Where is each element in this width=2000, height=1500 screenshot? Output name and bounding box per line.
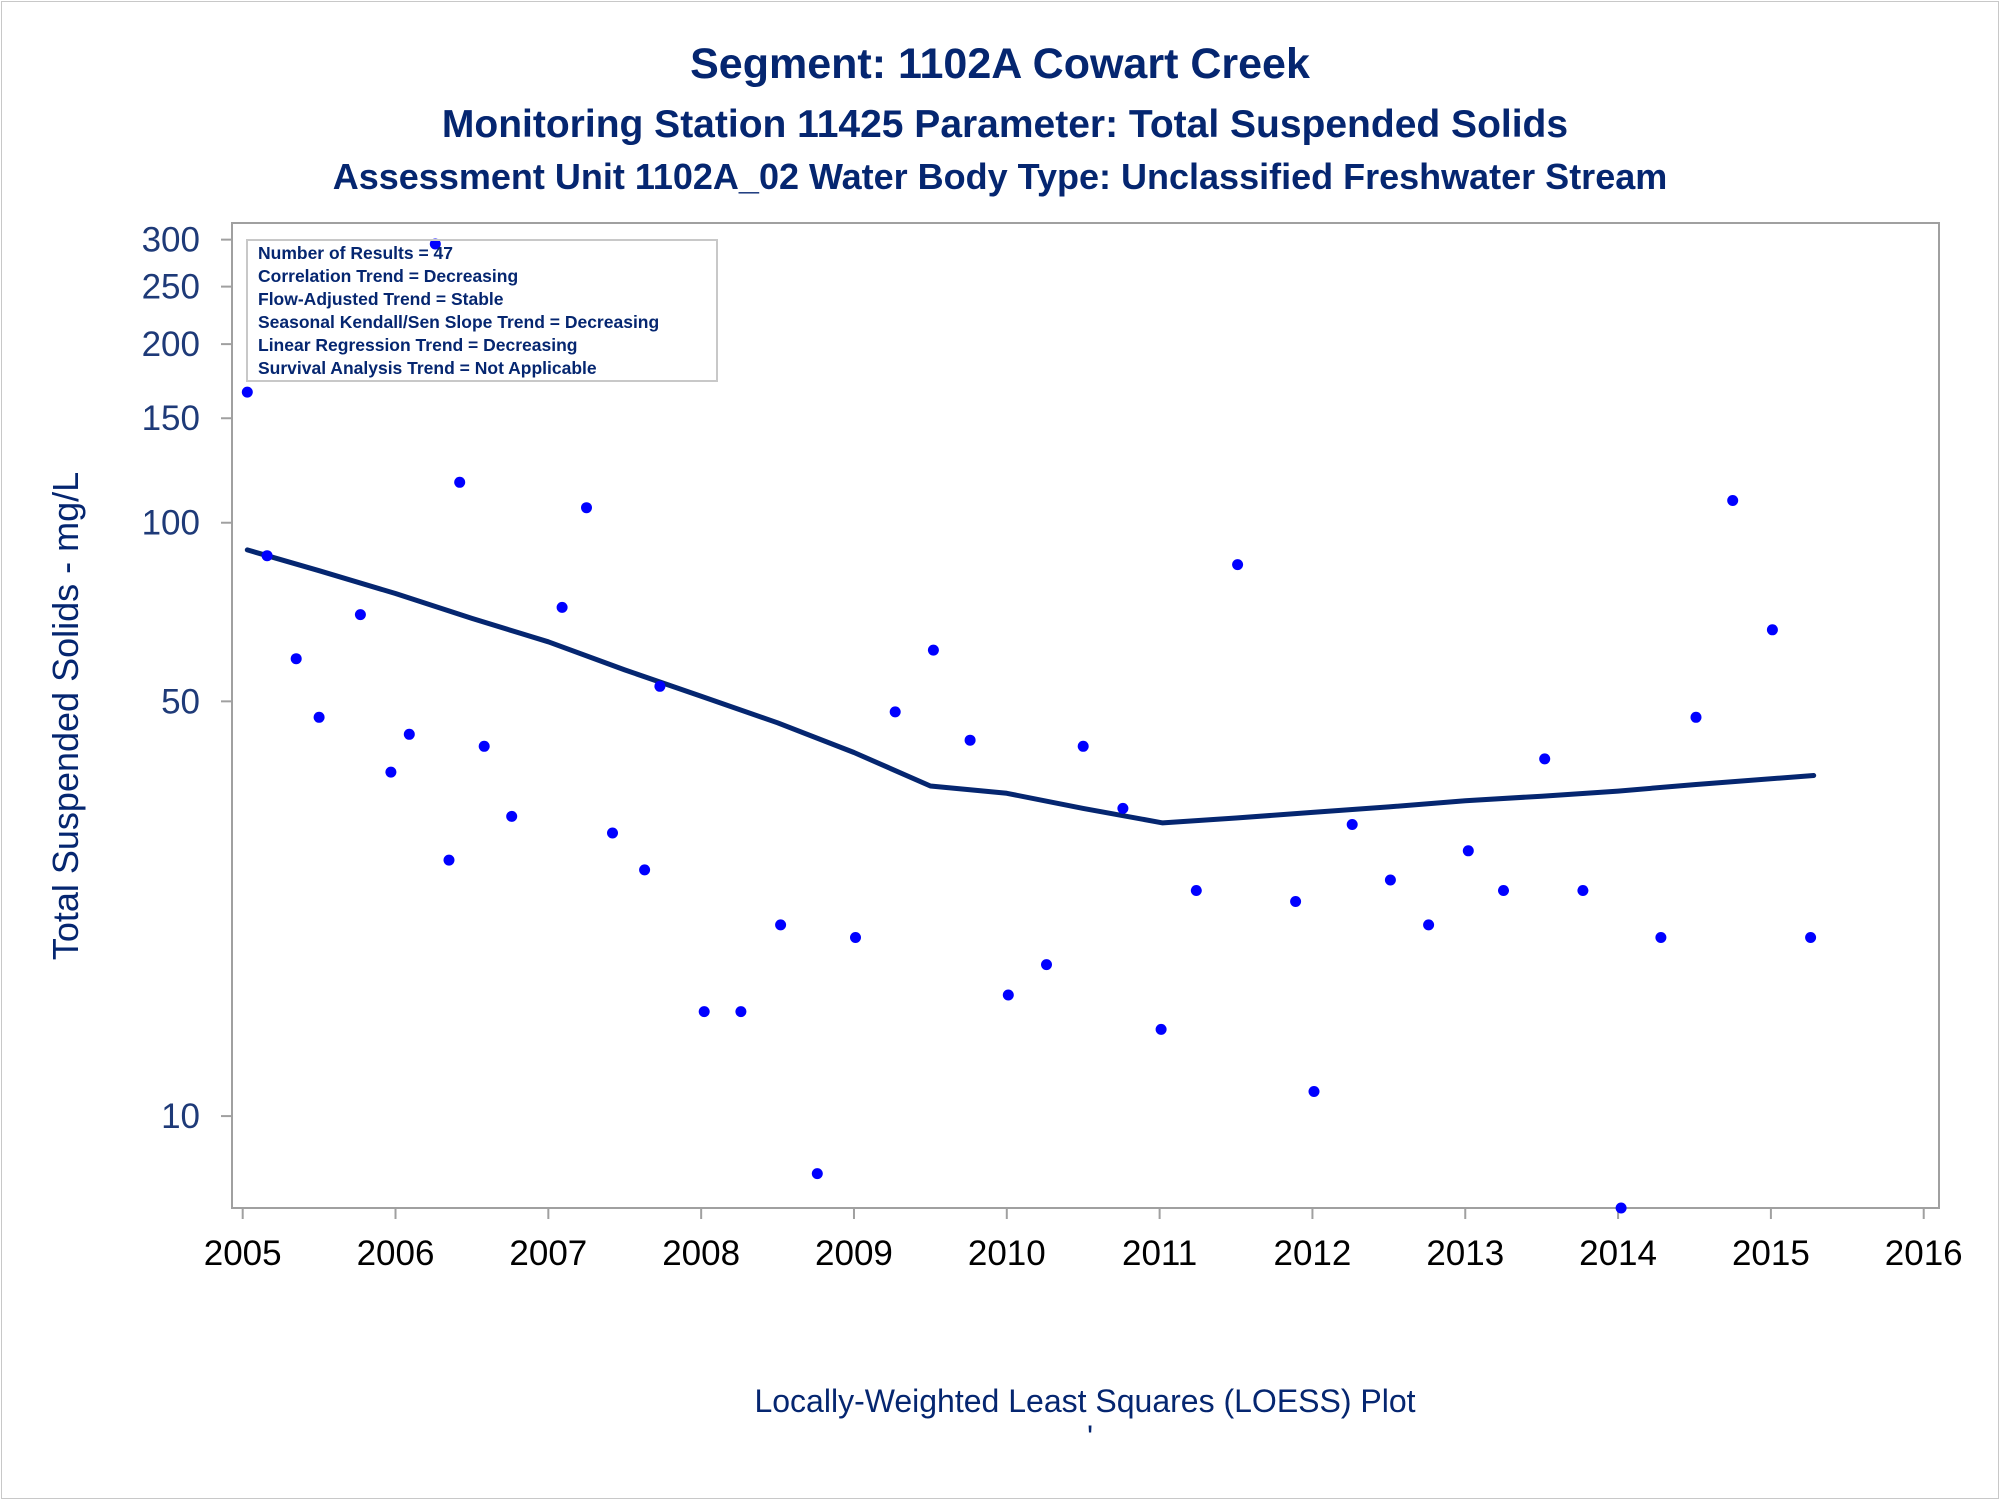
data-point	[639, 864, 651, 876]
chart-subtitle: Monitoring Station 11425 Parameter: Tota…	[442, 103, 1568, 146]
data-point	[1805, 932, 1817, 943]
data-point	[811, 1168, 823, 1180]
x-tick-label: 2007	[509, 1234, 587, 1273]
data-point	[506, 810, 518, 822]
y-tick-label: 100	[142, 504, 200, 543]
stats-inset-line: Number of Results = 47	[258, 243, 453, 263]
chart-subtitle-2: Assessment Unit 1102A_02 Water Body Type…	[333, 156, 1668, 197]
x-tick-label: 2011	[1122, 1234, 1197, 1273]
data-point	[385, 766, 397, 778]
data-point	[1539, 753, 1551, 765]
data-point	[850, 932, 861, 943]
data-point	[1727, 495, 1739, 506]
data-point	[556, 601, 568, 613]
stats-inset-border	[246, 239, 718, 382]
chart-title: Segment: 1102A Cowart Creek	[690, 40, 1310, 88]
x-tick-label: 2008	[662, 1234, 740, 1273]
data-point	[429, 238, 441, 250]
data-point	[478, 740, 490, 752]
data-point	[403, 728, 415, 740]
stats-inset: Number of Results = 47 Correlation Trend…	[246, 239, 718, 382]
data-point	[654, 680, 666, 692]
x-tick-label: 2012	[1274, 1234, 1352, 1273]
y-axis-label: Total Suspended Solids - mg/L	[45, 472, 86, 960]
data-point	[581, 502, 592, 514]
stats-inset-line: Linear Regression Trend = Decreasing	[258, 335, 578, 355]
data-point	[354, 609, 366, 621]
data-point	[1384, 874, 1396, 886]
data-point	[775, 919, 787, 931]
data-point	[1190, 885, 1202, 896]
x-tick-label: 2015	[1732, 1234, 1810, 1273]
x-tick-label: 2013	[1426, 1234, 1504, 1273]
data-point	[1290, 896, 1302, 907]
data-point	[1577, 885, 1589, 896]
x-axis: 2005 2006 2007 2008 2009 2010 2011 2012 2013 2014…	[204, 1208, 1963, 1273]
data-point	[1232, 559, 1244, 571]
y-tick-label: 200	[142, 325, 200, 364]
y-tick-label: 50	[161, 682, 200, 721]
data-point	[735, 1006, 747, 1018]
plot-area	[231, 222, 1940, 1209]
data-point	[290, 653, 302, 665]
data-point	[454, 476, 466, 488]
data-point	[889, 706, 901, 718]
data-point	[698, 1006, 710, 1018]
data-point	[927, 644, 939, 656]
data-point	[261, 550, 273, 562]
data-point	[1002, 989, 1014, 1001]
y-tick-label: 300	[142, 221, 200, 260]
data-point	[607, 827, 618, 839]
chart-footnote: Locally-Weighted Least Squares (LOESS) P…	[754, 1383, 1415, 1419]
y-tick-label: 10	[161, 1097, 200, 1136]
data-point	[1423, 919, 1435, 931]
data-point	[1077, 740, 1089, 752]
x-tick-label: 2014	[1579, 1234, 1657, 1273]
data-point	[1690, 711, 1702, 723]
loess-series	[244, 547, 1817, 826]
data-point	[1308, 1086, 1320, 1097]
data-point	[1766, 624, 1778, 636]
data-point	[964, 734, 976, 746]
stats-inset-line: Correlation Trend = Decreasing	[258, 266, 518, 286]
stats-inset-line: Survival Analysis Trend = Not Applicable	[258, 358, 597, 378]
data-point	[1655, 932, 1667, 943]
y-axis: 10 50 100 150 200 250 300	[142, 221, 232, 1136]
footnote-mark: '	[1087, 1419, 1093, 1455]
x-tick-label: 2009	[815, 1234, 893, 1273]
x-tick-label: 2010	[968, 1234, 1046, 1273]
stats-inset-line: Flow-Adjusted Trend = Stable	[258, 289, 504, 309]
data-point	[1615, 1202, 1627, 1214]
data-point	[1041, 959, 1052, 971]
data-point	[1462, 845, 1474, 857]
data-point	[443, 854, 455, 866]
data-point	[1346, 819, 1358, 830]
data-point	[241, 386, 253, 398]
data-point	[1155, 1023, 1167, 1035]
stats-inset-line: Seasonal Kendall/Sen Slope Trend = Decre…	[258, 312, 659, 332]
scatter-series	[241, 238, 1817, 1214]
x-tick-label: 2016	[1885, 1234, 1963, 1273]
x-tick-label: 2005	[204, 1234, 282, 1273]
loess-line	[244, 547, 1817, 826]
x-tick-label: 2006	[357, 1234, 435, 1273]
y-tick-label: 150	[142, 399, 200, 438]
data-point	[1117, 802, 1129, 814]
y-tick-label: 250	[142, 268, 200, 307]
data-point	[1498, 885, 1509, 896]
data-point	[313, 711, 325, 723]
